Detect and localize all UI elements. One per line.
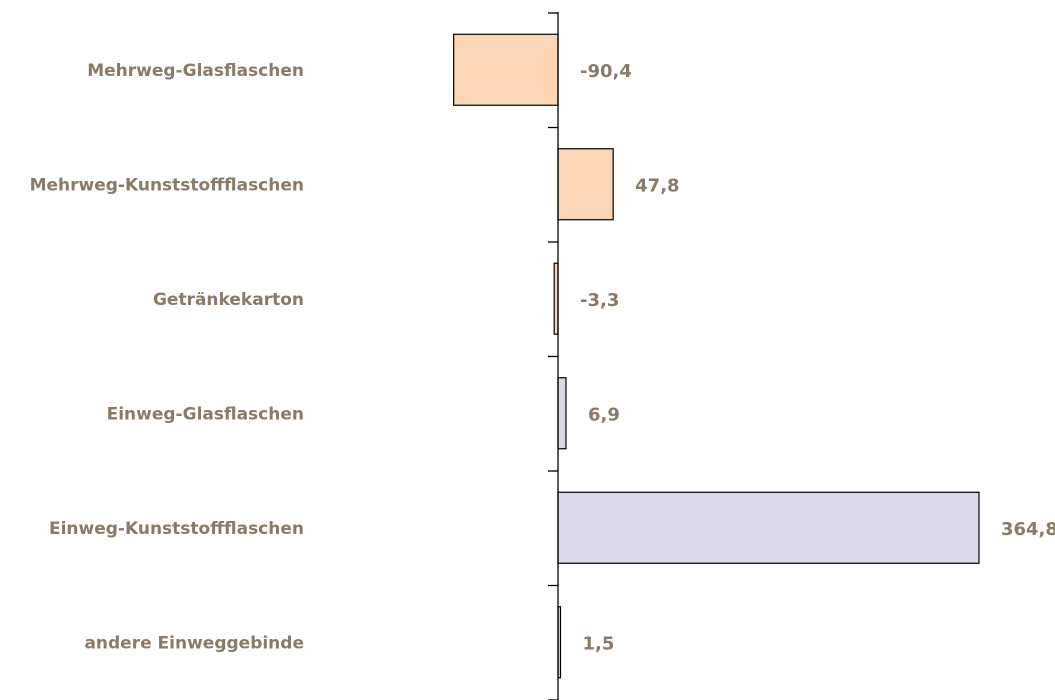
category-labels: Mehrweg-Glasflaschen Mehrweg-Kunststofffl…	[30, 61, 304, 654]
category-label: Getränkekarton	[153, 290, 304, 310]
bar-mehrweg-glasflaschen	[453, 33, 559, 106]
category-label: andere Einweggebinde	[84, 633, 304, 653]
value-label: -3,3	[580, 290, 619, 311]
category-label: Mehrweg-Glasflaschen	[87, 61, 304, 81]
value-label: -90,4	[580, 61, 632, 82]
value-labels: -90,4 47,8 -3,3 6,9 364,8 1,5	[580, 61, 1055, 655]
value-axis	[548, 12, 559, 700]
category-label: Einweg-Kunststoffflaschen	[49, 519, 304, 539]
value-label: 47,8	[635, 175, 679, 196]
bar-mehrweg-kunststoffflaschen	[557, 148, 614, 221]
category-label: Einweg-Glasflaschen	[107, 404, 304, 424]
bars	[453, 33, 980, 679]
value-label: 6,9	[588, 404, 620, 425]
category-label: Mehrweg-Kunststoffflaschen	[30, 175, 304, 195]
value-label: 1,5	[583, 633, 615, 654]
value-label: 364,8	[1001, 519, 1055, 540]
bar-einweg-kunststoffflaschen	[557, 491, 980, 564]
bar-einweg-glasflaschen	[557, 377, 567, 450]
